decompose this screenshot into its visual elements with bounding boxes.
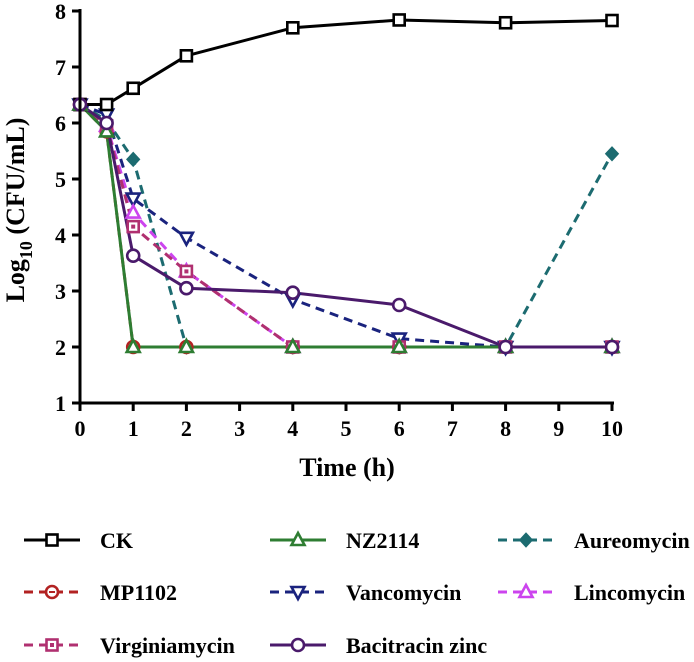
legend-item-ck: CK: [24, 528, 133, 553]
x-tick-label: 2: [181, 416, 192, 441]
legend-marker-nz2114: [289, 530, 307, 547]
y-axis-title-subscript: 10: [16, 241, 36, 259]
legend-label: MP1102: [100, 580, 177, 605]
data-point-nz2114: [97, 121, 116, 138]
legend-label: Virginiamycin: [100, 633, 235, 658]
legend-item-mp1102: MP1102: [24, 580, 177, 605]
x-tick-label: 9: [553, 416, 564, 441]
legend-item-bacitracin-zinc: Bacitracin zinc: [270, 633, 487, 658]
legend-marker-vancomycin: [289, 585, 307, 602]
series-line-nz2114: [78, 103, 612, 349]
x-tick-label: 7: [447, 416, 458, 441]
legend-label: NZ2114: [346, 528, 419, 553]
x-tick-label: 6: [394, 416, 405, 441]
legend: CK NZ2114 Aureomycin MP1102 Vancomycin Lincom…: [24, 528, 690, 658]
data-point-bacitracin-zinc: [391, 297, 407, 313]
y-axis-title-rest: (CFU/mL): [1, 118, 30, 241]
legend-label: Vancomycin: [346, 580, 461, 605]
x-axis-title: Time (h): [299, 453, 395, 482]
x-tick-label: 0: [75, 416, 86, 441]
x-tick-label: 5: [341, 416, 352, 441]
data-point-vancomycin: [177, 231, 196, 248]
data-point-nz2114: [390, 337, 408, 354]
y-tick-label: 8: [55, 0, 66, 24]
series-line-vancomycin: [79, 103, 612, 349]
data-point-ck: [285, 20, 300, 35]
y-tick-label: 2: [55, 335, 66, 360]
data-point-bacitracin-zinc: [179, 280, 194, 296]
series-line-ck: [80, 18, 613, 106]
series-line-mp1102: [78, 103, 612, 349]
data-point-nz2114: [124, 337, 142, 354]
legend-item-virginiamycin: Virginiamycin: [24, 633, 235, 658]
x-tick-label: 10: [601, 416, 623, 441]
data-point-bacitracin-zinc: [604, 339, 620, 355]
data-point-bacitracin-zinc: [99, 115, 114, 131]
legend-label: Bacitracin zinc: [346, 633, 487, 658]
data-point-ck: [99, 97, 114, 112]
data-point-vancomycin: [124, 192, 142, 209]
y-tick-label: 6: [55, 111, 66, 136]
y-tick-label: 1: [55, 391, 66, 416]
data-point-virginiamycin: [179, 264, 194, 279]
y-tick-label: 3: [55, 279, 66, 304]
y-tick-label: 5: [55, 167, 66, 192]
y-axis-title-main: Log: [1, 259, 30, 302]
legend-marker-virginiamycin: [45, 638, 59, 652]
x-tick-label: 8: [500, 416, 511, 441]
legend-label: CK: [100, 528, 133, 553]
data-point-bacitracin-zinc: [498, 339, 513, 355]
series-line-bacitracin-zinc: [79, 103, 612, 349]
data-point-nz2114: [177, 337, 196, 354]
legend-marker-mp1102: [44, 584, 60, 600]
data-point-ck: [392, 13, 407, 27]
plot-lines: [78, 18, 614, 349]
data-point-nz2114: [284, 337, 302, 354]
legend-item-nz2114: NZ2114: [270, 528, 419, 553]
plot-markers: [71, 13, 621, 357]
y-axis-title: Log10 (CFU/mL): [1, 118, 36, 303]
legend-marker-aureomycin: [518, 532, 534, 548]
data-point-lincomycin: [124, 202, 142, 219]
x-tick-label: 3: [234, 416, 245, 441]
x-tick-label: 4: [287, 416, 298, 441]
series-line-lincomycin: [79, 103, 612, 349]
data-point-aureomycin: [126, 151, 141, 168]
data-point-aureomycin: [604, 146, 620, 162]
data-point-ck: [179, 48, 194, 63]
series-line-aureomycin: [79, 103, 614, 349]
y-tick-label: 4: [55, 223, 66, 248]
y-tick-label: 7: [55, 55, 66, 80]
legend-marker-bacitracin-zinc: [290, 637, 306, 653]
series-line-virginiamycin: [79, 103, 612, 349]
x-tick-label: 1: [128, 416, 139, 441]
data-point-ck: [605, 13, 619, 28]
data-point-bacitracin-zinc: [125, 248, 141, 264]
data-point-bacitracin-zinc: [285, 285, 301, 300]
data-point-ck: [126, 81, 140, 96]
legend-marker-ck: [45, 533, 59, 547]
legend-marker-lincomycin: [517, 582, 535, 599]
legend-item-aureomycin: Aureomycin: [498, 528, 690, 553]
legend-item-vancomycin: Vancomycin: [270, 580, 461, 605]
data-point-virginiamycin: [126, 219, 140, 234]
legend-label: Aureomycin: [574, 528, 690, 553]
legend-item-lincomycin: Lincomycin: [498, 580, 685, 605]
legend-label: Lincomycin: [574, 580, 685, 605]
data-point-ck: [498, 15, 513, 30]
